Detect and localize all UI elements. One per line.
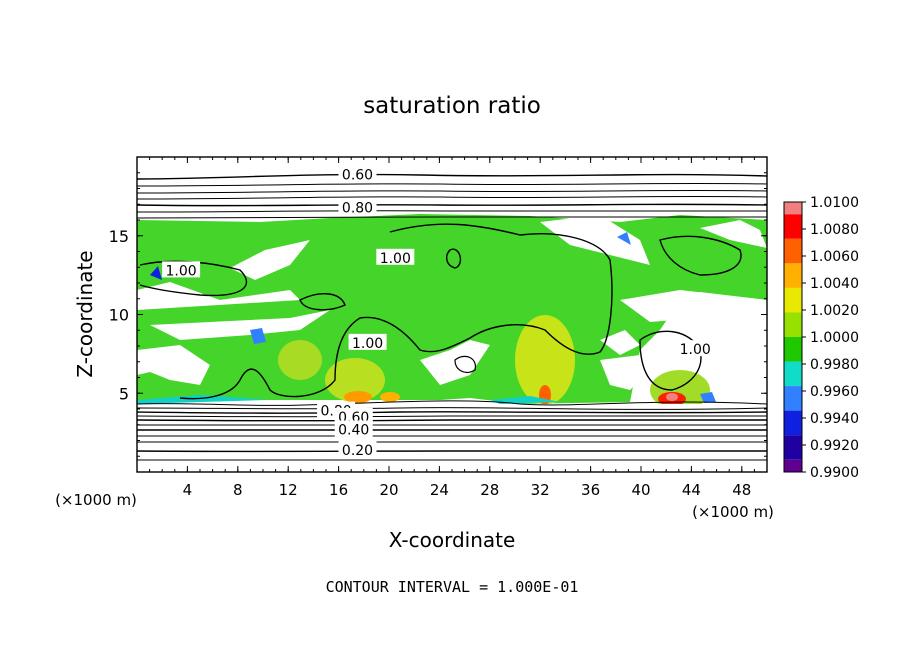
- contour-label-bg: [338, 440, 377, 457]
- contour-label: 0.40: [338, 422, 369, 438]
- contour-label: 1.00: [166, 263, 197, 279]
- contour-label: 0.60: [342, 167, 373, 183]
- colorbar-tick-label: 0.9940: [810, 411, 859, 427]
- colorbar-swatch: [784, 410, 802, 436]
- colorbar-tick-label: 1.0020: [810, 303, 859, 319]
- x-axis-ticks: 4 8 12 16 20 24 28 32 36 40 44 48: [149, 157, 755, 499]
- x-tick-label: 12: [279, 481, 298, 499]
- colorbar-swatch: [784, 287, 802, 313]
- colorbar-tick-label: 1.0060: [810, 249, 859, 265]
- x-tick-label: 20: [379, 481, 398, 499]
- chart-title: saturation ratio: [363, 93, 541, 119]
- colorbar-swatch: [784, 361, 802, 387]
- colorbar-swatch: [784, 202, 802, 215]
- colorbar-swatch: [784, 263, 802, 288]
- colorbar-swatch: [784, 459, 802, 472]
- x-tick-label: 4: [183, 481, 193, 499]
- contour-label: 0.80: [342, 200, 373, 216]
- contour-label-bg: [348, 333, 387, 350]
- contour-interval-note: CONTOUR INTERVAL = 1.000E-01: [326, 578, 579, 596]
- y-tick-label: 15: [109, 227, 129, 246]
- colorbar-swatch: [784, 337, 802, 362]
- colorbar-tick-label: 1.0000: [810, 330, 859, 346]
- x-tick-label: 44: [682, 481, 701, 499]
- colorbar-swatch: [784, 312, 802, 337]
- contour-label-bg: [376, 248, 415, 265]
- colorbar-swatch: [784, 435, 802, 460]
- x-axis-label: X-coordinate: [389, 528, 516, 552]
- contour-labels: 0.600.801.001.001.001.000.800.600.400.20: [162, 165, 715, 459]
- y-axis-ticks: 5 10 15: [109, 172, 767, 457]
- contour-label-bg: [676, 340, 715, 357]
- contour-label-bg: [162, 261, 201, 278]
- y-axis-label: Z-coordinate: [73, 250, 97, 377]
- x-tick-label: 8: [233, 481, 243, 499]
- colorbar-tick-label: 0.9980: [810, 357, 859, 373]
- contour-label-bg: [334, 420, 373, 437]
- contour-label-bg: [338, 165, 377, 182]
- contour-label: 1.00: [352, 336, 383, 352]
- x-tick-label: 16: [329, 481, 348, 499]
- colorbar-tick-label: 0.9960: [810, 384, 859, 400]
- colorbar-swatch: [784, 238, 802, 264]
- colorbar-swatch: [784, 386, 802, 411]
- x-tick-label: 28: [480, 481, 499, 499]
- contour-lines: [137, 173, 767, 461]
- x-tick-label: 48: [732, 481, 751, 499]
- x-tick-label: 36: [581, 481, 600, 499]
- colorbar-tick-label: 1.0080: [810, 222, 859, 238]
- colorbar-tick-label: 0.9920: [810, 438, 859, 454]
- x-tick-label: 24: [430, 481, 449, 499]
- colorbar: 1.0100 1.0080 1.0060 1.0040 1.0020 1.0000 0.99…: [783, 195, 859, 481]
- colorbar-tick-label: 1.0100: [810, 195, 859, 211]
- colorbar-swatch: [784, 214, 802, 239]
- contour-label: 1.00: [680, 342, 711, 358]
- contour-label: 0.20: [342, 443, 373, 459]
- contour-label: 1.00: [380, 251, 411, 267]
- x-unit-right: (×1000 m): [692, 503, 774, 521]
- contour-label-bg: [338, 198, 377, 215]
- saturation-field: [137, 157, 767, 472]
- x-tick-label: 32: [531, 481, 550, 499]
- y-tick-label: 5: [119, 384, 129, 403]
- x-tick-label: 40: [631, 481, 650, 499]
- colorbar-tick-label: 1.0040: [810, 276, 859, 292]
- colorbar-tick-label: 0.9900: [810, 465, 859, 481]
- x-unit-left: (×1000 m): [55, 491, 137, 509]
- y-tick-label: 10: [109, 306, 129, 325]
- contour-label-bg: [334, 407, 373, 424]
